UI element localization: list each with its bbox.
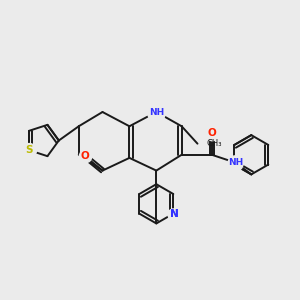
Text: O: O [207, 128, 216, 138]
Text: N: N [170, 208, 179, 219]
Text: O: O [81, 151, 89, 161]
Text: CH₃: CH₃ [206, 139, 222, 148]
Text: NH: NH [228, 158, 243, 167]
Text: N: N [170, 208, 179, 219]
Text: NH: NH [149, 107, 164, 116]
Text: S: S [25, 145, 33, 155]
